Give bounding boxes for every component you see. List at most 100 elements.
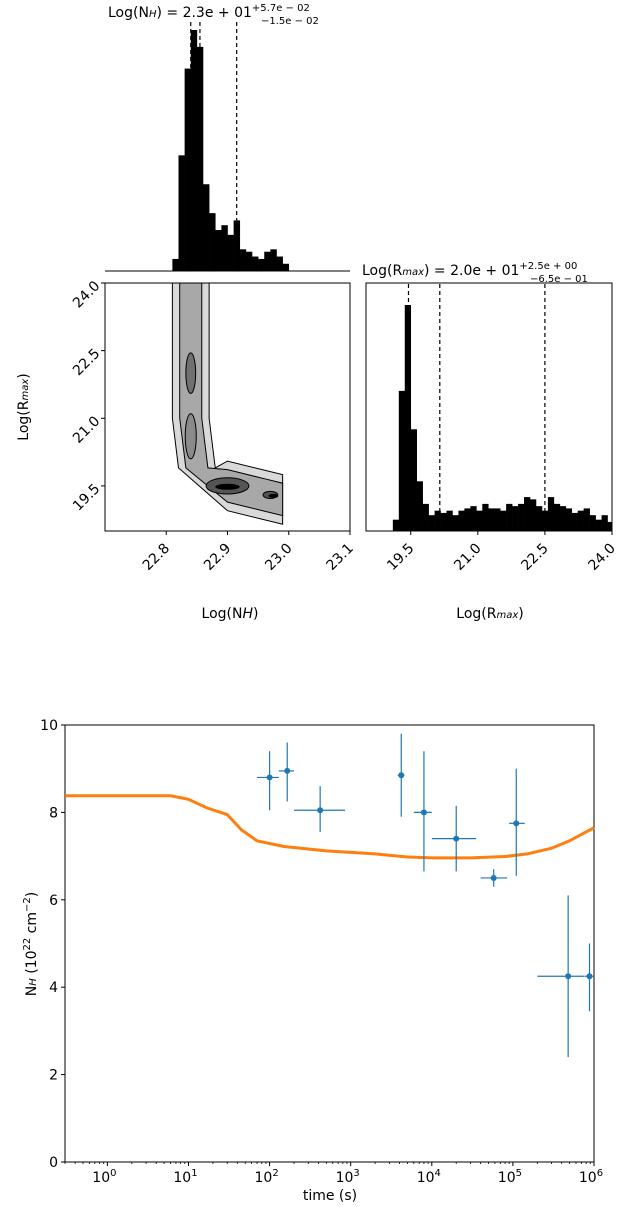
data-point [420, 809, 427, 816]
rmax-histogram-bar [452, 515, 459, 531]
rmax-histogram-bar [571, 512, 579, 531]
nh-time-x-ticks: 100 101 102 103 104 105 106 [64, 1162, 603, 1186]
contour-y-tick-label: 24.0 [70, 278, 103, 311]
nh-time-x-tick-label: 104 [417, 1168, 441, 1186]
nh-time-x-tick-label: 103 [336, 1168, 360, 1186]
nh-histogram-bar [203, 184, 210, 271]
nh-time-x-tick-label: 106 [579, 1168, 603, 1186]
rmax-histogram-bar [398, 390, 406, 531]
nh-histogram-bar [258, 258, 265, 271]
nh-histogram-bar [264, 251, 271, 271]
rmax-histogram-bar [541, 510, 549, 531]
rmax-histogram-bar [500, 510, 507, 531]
rmax-histogram-bar [553, 503, 561, 531]
data-point [490, 874, 497, 881]
nh-time-x-tick-label: 100 [92, 1168, 116, 1186]
contour-blob [185, 352, 197, 394]
nh-time-y-tick-label: 6 [49, 893, 58, 909]
nh-histogram-bar [245, 251, 253, 271]
nh-histogram-title: Log(NH) = 2.3e + 01+5.7e − 02 [108, 3, 310, 21]
rmax-histogram-bar [601, 515, 608, 531]
nh-axis-label: Log(NH) [202, 606, 259, 622]
nh-time-panel [65, 733, 595, 1058]
data-point [284, 767, 291, 774]
rmax-y-axis-label: Log(Rmax) [16, 373, 32, 440]
nh-time-y-tick-label: 8 [49, 805, 58, 821]
rmax-title-lower-err: −6.5e − 01 [530, 274, 588, 285]
nh-histogram-bar [215, 230, 222, 271]
rmax-histogram-bar [434, 510, 441, 531]
rmax-histogram-bar [559, 506, 567, 531]
contour-x-ticks: 22.8 22.9 23.0 23.1 [140, 531, 357, 574]
rmax-histogram-bar [530, 499, 537, 531]
rmax-histogram-bar [506, 503, 513, 531]
data-point [565, 973, 572, 980]
rmax-histogram-bar [524, 497, 531, 531]
rmax-histogram-bar [428, 515, 435, 531]
rmax-histogram-bar [440, 512, 447, 531]
contour-y-tick-label: 19.5 [70, 481, 103, 514]
nh-histogram-bar [172, 258, 179, 271]
contour-core [268, 493, 279, 498]
data-point [513, 820, 520, 827]
rmax-histogram-bar [565, 508, 573, 531]
contour-level [179, 282, 284, 517]
contour-y-ticks: 19.5 21.0 22.5 24.0 [70, 278, 105, 514]
rmax-histogram-panel [392, 284, 613, 531]
rmax-histogram-bar [512, 506, 519, 531]
rmax-histogram-bar [535, 506, 543, 531]
data-point [453, 835, 460, 842]
rmax-histogram-bar [458, 510, 465, 531]
data-point [398, 772, 405, 779]
rmax-histogram-bar [422, 503, 429, 531]
rmax-histogram-bar [583, 508, 590, 531]
contour-x-tick-label: 22.9 [201, 541, 234, 574]
rmax-x-tick-label: 21.0 [451, 541, 484, 574]
data-point [586, 973, 593, 980]
contour-x-tick-label: 22.8 [140, 541, 173, 574]
rmax-x-tick-label: 22.5 [518, 541, 551, 574]
nh-title-lower-err: −1.5e − 02 [261, 16, 319, 27]
nh-time-y-tick-label: 2 [49, 1068, 58, 1084]
rmax-histogram-bar [470, 506, 477, 531]
rmax-histogram-bar [488, 508, 495, 531]
rmax-histogram-bar [607, 521, 613, 531]
rmax-histogram-title: Log(Rmax) = 2.0e + 01+2.5e + 00 [362, 261, 577, 279]
rmax-histogram-frame [365, 282, 613, 532]
rmax-histogram-bar [518, 503, 525, 531]
nh-time-x-tick-label: 105 [498, 1168, 522, 1186]
nh-histogram-bar [190, 30, 198, 271]
rmax-histogram-bar [464, 508, 471, 531]
rmax-x-tick-label: 19.5 [384, 541, 417, 574]
nh-histogram-bar [233, 220, 241, 271]
model-curve [65, 794, 595, 860]
contour-core [215, 483, 240, 490]
nh-histogram-bar [184, 68, 192, 271]
contour-panel [171, 282, 284, 525]
rmax-x-tick-label: 24.0 [585, 541, 618, 574]
rmax-histogram-bar [482, 503, 489, 531]
rmax-histogram-bar [547, 497, 555, 531]
nh-histogram-bar [209, 213, 216, 271]
nh-time-y-ticks: 0 2 4 6 8 10 [40, 718, 65, 1171]
contour-y-tick-label: 22.5 [70, 346, 103, 379]
nh-time-x-label: time (s) [303, 1188, 357, 1204]
rmax-histogram-bar [416, 481, 423, 531]
nh-time-frame [64, 724, 595, 1163]
nh-histogram-bar [282, 263, 290, 271]
contour-blob [184, 413, 197, 460]
rmax-histogram-bar [589, 515, 596, 531]
nh-histogram-bar [276, 256, 283, 271]
rmax-x-ticks: 19.5 21.0 22.5 24.0 [384, 531, 619, 574]
nh-histogram-bar [178, 155, 185, 271]
rmax-histogram-bar [446, 510, 453, 531]
nh-histogram-bar [270, 249, 277, 271]
rmax-histogram-bar [410, 429, 417, 531]
data-point [317, 807, 324, 814]
contour-y-tick-label: 21.0 [70, 413, 103, 446]
nh-time-y-tick-label: 4 [49, 980, 58, 996]
nh-time-y-tick-label: 10 [40, 718, 58, 734]
nh-time-x-tick-label: 102 [255, 1168, 279, 1186]
nh-time-x-tick-label: 101 [173, 1168, 197, 1186]
